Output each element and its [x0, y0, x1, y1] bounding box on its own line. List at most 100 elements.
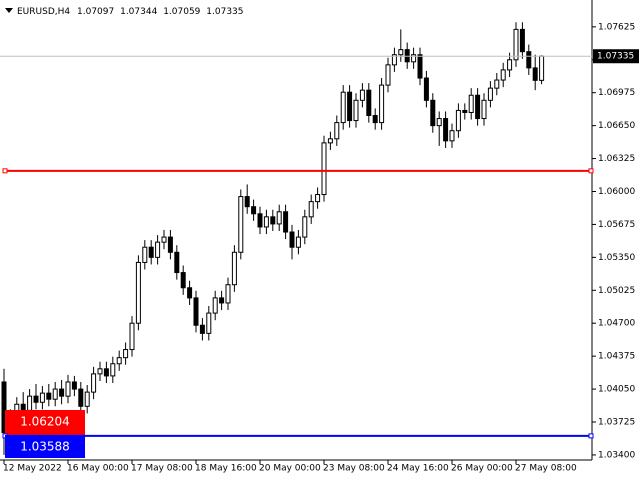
candle-body [398, 49, 404, 56]
candle-body [379, 84, 385, 124]
line-label-box [5, 410, 85, 435]
candle-body [123, 349, 129, 359]
candle-body [487, 87, 493, 101]
candle-body [276, 211, 282, 225]
candle-body [372, 115, 378, 124]
candle-body [539, 55, 545, 81]
line-label: 1.06204 [20, 415, 70, 429]
y-tick-label: 1.05025 [598, 286, 635, 296]
y-tick-label: 1.06650 [598, 121, 635, 131]
x-tick-label: 16 May 00:00 [67, 464, 129, 474]
y-tick-label: 1.04050 [598, 385, 635, 395]
candle-body [148, 246, 154, 258]
line-handle [2, 168, 8, 174]
x-tick-label: 26 May 00:00 [451, 464, 513, 474]
candle-body [65, 381, 71, 397]
candle-body [142, 246, 148, 263]
candle-body [462, 109, 468, 113]
x-tick-label: 27 May 08:00 [515, 464, 577, 474]
candle-body [78, 388, 84, 407]
candle-body [500, 69, 506, 81]
candle-body [231, 251, 237, 286]
y-tick-label: 1.07625 [598, 22, 635, 32]
candle-body [532, 67, 538, 81]
candle-body [411, 54, 417, 63]
y-tick-label: 1.04375 [598, 352, 635, 362]
line-label-box [5, 435, 85, 458]
close: 1.07335 [206, 7, 243, 17]
candle-body [436, 118, 442, 127]
candle-body [161, 236, 167, 243]
low: 1.07059 [163, 7, 200, 17]
x-tick-label: 18 May 16:00 [195, 464, 257, 474]
candle-body [116, 357, 122, 365]
candle-body [526, 51, 532, 69]
candle-body [263, 216, 269, 228]
candle-body [283, 211, 289, 233]
candle-body [174, 251, 180, 274]
y-tick-label: 1.05675 [598, 220, 635, 230]
price-label: 1.07335 [597, 52, 634, 62]
candle-body [91, 373, 97, 393]
candle-body [366, 89, 372, 117]
candle-body [327, 138, 333, 144]
candle-body [468, 94, 474, 113]
candle-body [193, 297, 199, 326]
candle-body [155, 241, 161, 258]
candle-body [507, 59, 513, 71]
candle-body [135, 261, 141, 324]
candle-body [443, 118, 449, 142]
candle-body [321, 142, 327, 196]
candle-body [1, 381, 7, 434]
candle-body [423, 77, 429, 101]
y-tick-label: 1.03725 [598, 418, 635, 428]
open: 1.07097 [77, 7, 114, 17]
candle-body [494, 79, 500, 89]
x-tick-label: 20 May 00:00 [259, 464, 321, 474]
x-tick-label: 24 May 16:00 [387, 464, 449, 474]
candle-body [206, 312, 212, 334]
candle-body [39, 392, 45, 403]
candle-body [187, 287, 193, 299]
x-tick-label: 23 May 08:00 [323, 464, 385, 474]
candle-body [46, 392, 52, 400]
candle-body [59, 388, 65, 397]
candle-body [359, 89, 365, 101]
header: EURUSD,H4 1.07097 1.07344 1.07059 1.0733… [17, 7, 244, 17]
candle-body [289, 231, 295, 248]
candle-body [391, 54, 397, 66]
candle-body [84, 391, 90, 407]
candle-body [449, 130, 455, 142]
candle-body [225, 284, 231, 304]
candle-body [270, 216, 276, 225]
candle-body [385, 64, 391, 86]
candle-body [33, 395, 39, 403]
menu-triangle[interactable] [5, 8, 13, 13]
candle-body [417, 54, 423, 79]
candle-body [129, 322, 135, 351]
candle-body [430, 99, 436, 127]
candle-body [302, 216, 308, 238]
candle-body [180, 272, 186, 289]
symbol: EURUSD,H4 [17, 7, 70, 17]
candle-body [340, 91, 346, 124]
y-tick-label: 1.04700 [598, 319, 635, 329]
candle-body [334, 122, 340, 140]
candle-body [167, 236, 173, 253]
line-handle [588, 433, 594, 439]
candle-body [481, 99, 487, 120]
candle-body [199, 324, 205, 334]
candle-body [71, 381, 77, 390]
candle-body [110, 363, 116, 377]
x-tick-label: 17 May 08:00 [131, 464, 193, 474]
candle-body [97, 368, 103, 375]
line-handle [588, 168, 594, 174]
candle-body [315, 194, 321, 203]
candle-body [244, 196, 250, 208]
price-box [593, 49, 639, 64]
y-tick-label: 1.06975 [598, 88, 635, 98]
candle-body [219, 297, 225, 304]
x-tick-label: 12 May 2022 [3, 464, 62, 474]
candle-body [20, 403, 26, 411]
y-tick-label: 1.03400 [598, 450, 635, 460]
